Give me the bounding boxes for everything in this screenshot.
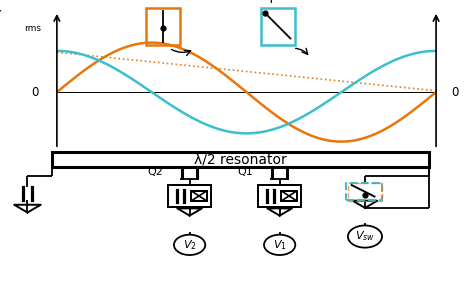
Text: 0: 0 [31, 86, 39, 99]
Text: closed: closed [143, 0, 183, 3]
Bar [348, 183, 382, 201]
Text: λ/2 resonator: λ/2 resonator [194, 153, 287, 167]
Bar [146, 7, 180, 45]
Text: Q2: Q2 [148, 168, 164, 177]
Bar [281, 191, 297, 201]
Text: $V_1$: $V_1$ [273, 238, 287, 252]
Text: 0: 0 [451, 86, 458, 99]
Text: $V$: $V$ [0, 10, 3, 23]
Bar [52, 152, 429, 167]
Text: Q1: Q1 [238, 168, 254, 177]
Bar [346, 183, 382, 200]
Text: $V_2$: $V_2$ [182, 238, 197, 252]
Bar [261, 7, 295, 45]
Bar [168, 185, 211, 207]
Bar [258, 185, 301, 207]
Text: $V_{sw}$: $V_{sw}$ [355, 230, 375, 243]
Bar [191, 191, 207, 201]
Text: rms: rms [24, 24, 41, 33]
Text: open: open [262, 0, 293, 3]
